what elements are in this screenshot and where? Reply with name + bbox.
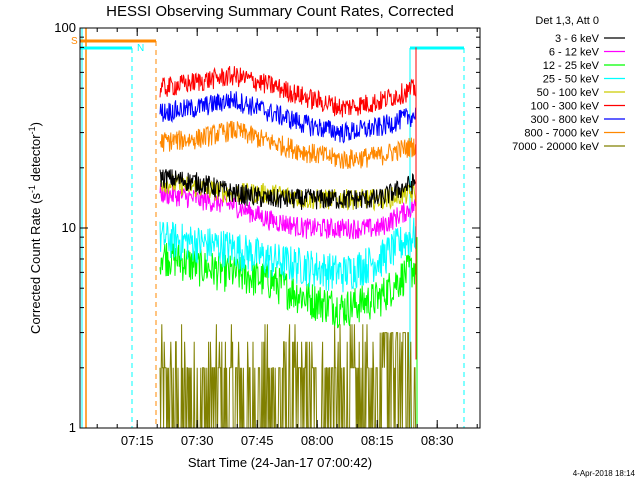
- legend-entry: 50 - 100 keV: [537, 87, 625, 99]
- x-tick-label: 08:30: [421, 433, 454, 448]
- x-tick-label: 07:45: [241, 433, 274, 448]
- footer-date: 4-Apr-2018 18:14: [573, 469, 636, 478]
- y-tick-label: 10: [62, 220, 76, 235]
- legend-entry: 3 - 6 keV: [555, 33, 625, 45]
- legend-entry: 25 - 50 keV: [543, 74, 625, 86]
- legend-entry: 800 - 7000 keV: [524, 128, 625, 140]
- plot-layer: SN: [71, 28, 465, 429]
- x-tick-label: 07:15: [121, 433, 154, 448]
- legend-label: 7000 - 20000 keV: [512, 141, 600, 153]
- legend-title: Det 1,3, Att 0: [535, 15, 599, 27]
- x-tick-label: 07:30: [181, 433, 214, 448]
- series-line-800-7000keV: [159, 120, 417, 169]
- series-line-100-300keV: [159, 66, 417, 118]
- attenuator-annotation: S: [71, 36, 78, 47]
- axes: 07:15 07:30 07:45 08:00 08:15 08:30 1 10 100: [54, 20, 481, 448]
- series-line-300-800keV: [159, 90, 417, 144]
- legend-entry: 7000 - 20000 keV: [512, 141, 625, 153]
- series-line-3-6keV: [159, 169, 417, 210]
- x-axis-label: Start Time (24-Jan-17 07:00:42): [188, 455, 372, 470]
- y-axis-label: Corrected Count Rate (s-1 detector-1): [27, 122, 43, 334]
- data-edge: [415, 47, 418, 428]
- y-tick-label: 1: [69, 420, 76, 435]
- series-line-12-25keV: [159, 240, 417, 329]
- x-tick-label: 08:00: [301, 433, 334, 448]
- legend-entry: 12 - 25 keV: [543, 60, 625, 72]
- legend-label: 12 - 25 keV: [543, 60, 600, 72]
- legend-label: 6 - 12 keV: [549, 47, 600, 59]
- chart-title: HESSI Observing Summary Count Rates, Cor…: [106, 3, 454, 20]
- series-line-25-50keV: [159, 217, 417, 293]
- legend-label: 800 - 7000 keV: [524, 128, 599, 140]
- legend-label: 25 - 50 keV: [543, 74, 600, 86]
- legend-label: 3 - 6 keV: [555, 33, 600, 45]
- series-line-6-12keV: [159, 183, 417, 240]
- series-line-7000-20000keV: [159, 324, 417, 429]
- legend-label: 300 - 800 keV: [531, 114, 600, 126]
- legend-entry: 300 - 800 keV: [531, 114, 625, 126]
- legend-label: 100 - 300 keV: [531, 101, 600, 113]
- y-tick-label: 100: [54, 20, 76, 35]
- legend-entry: 6 - 12 keV: [549, 47, 625, 59]
- night-annotation: N: [137, 43, 144, 54]
- legend-label: 50 - 100 keV: [537, 87, 600, 99]
- x-tick-label: 08:15: [361, 433, 394, 448]
- legend-entry: 100 - 300 keV: [531, 101, 625, 113]
